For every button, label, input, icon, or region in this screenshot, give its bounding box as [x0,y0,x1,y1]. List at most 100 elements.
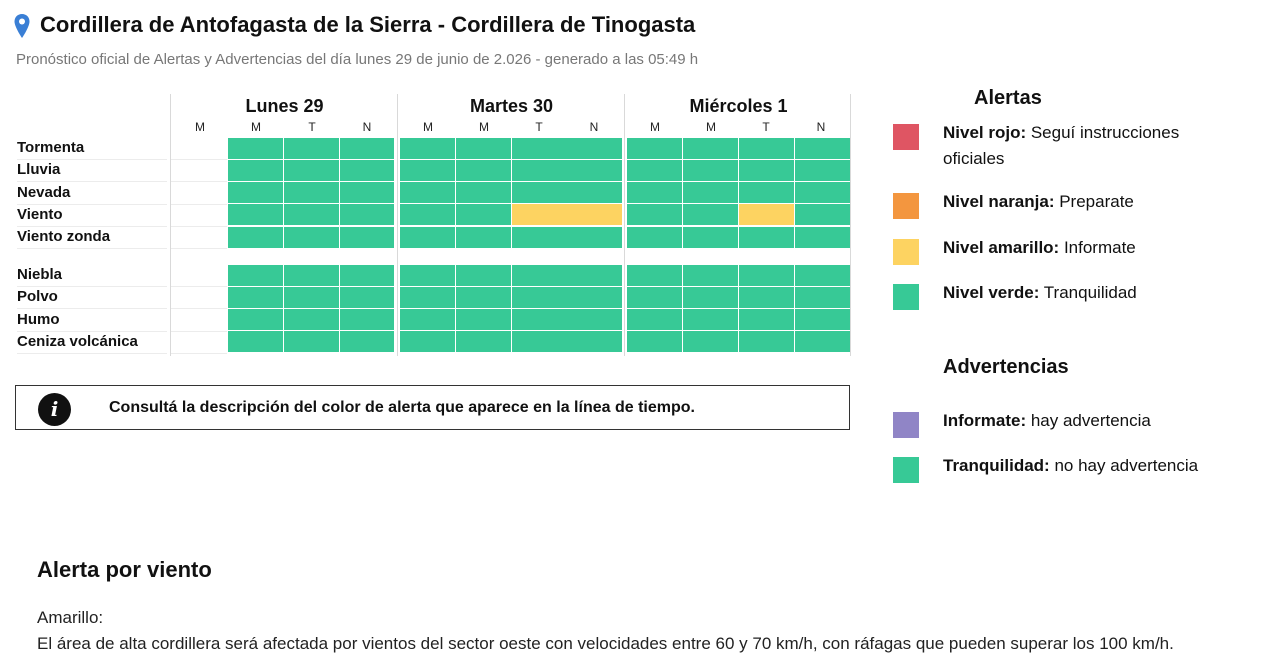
timeline-cell-verde[interactable] [340,204,394,226]
timeline-cell-verde[interactable] [400,182,455,204]
timeline-cell-verde[interactable] [284,331,339,353]
timeline-cell-verde[interactable] [512,286,567,308]
timeline-cell-verde[interactable] [795,264,850,286]
timeline-cell-verde[interactable] [340,137,394,159]
timeline-cell-verde[interactable] [739,286,794,308]
timeline-cell-verde[interactable] [739,264,794,286]
timeline-cell-verde[interactable] [795,204,850,226]
timeline-cell-verde[interactable] [567,331,622,353]
timeline-cell-verde[interactable] [284,226,339,248]
timeline-cell-verde[interactable] [512,309,567,331]
timeline-cell-verde[interactable] [512,182,567,204]
timeline-cell-verde[interactable] [340,264,394,286]
timeline-cell-verde[interactable] [567,309,622,331]
timeline-cell-verde[interactable] [795,309,850,331]
timeline-cell-verde[interactable] [284,137,339,159]
timeline-cell-verde[interactable] [683,204,738,226]
timeline-cell-verde[interactable] [228,226,283,248]
timeline-cell-verde[interactable] [400,204,455,226]
timeline-cell-amarillo[interactable] [739,204,794,226]
timeline-cell-verde[interactable] [456,137,511,159]
timeline-cell-verde[interactable] [739,226,794,248]
timeline-cell-verde[interactable] [627,182,682,204]
timeline-cell-verde[interactable] [228,264,283,286]
timeline-cell-verde[interactable] [739,331,794,353]
timeline-cell-verde[interactable] [284,204,339,226]
timeline-cell-verde[interactable] [567,159,622,181]
timeline-cell-verde[interactable] [512,264,567,286]
timeline-cell-verde[interactable] [340,286,394,308]
timeline-cell-verde[interactable] [683,309,738,331]
timeline-cell-verde[interactable] [512,137,567,159]
timeline-cell-verde[interactable] [228,309,283,331]
timeline-cell-verde[interactable] [739,137,794,159]
timeline-cell-verde[interactable] [627,204,682,226]
timeline-cell-verde[interactable] [567,264,622,286]
timeline-cell-verde[interactable] [512,226,567,248]
timeline-cell-verde[interactable] [340,159,394,181]
timeline-cell-verde[interactable] [400,286,455,308]
timeline-cell-verde[interactable] [456,204,511,226]
timeline-cell-verde[interactable] [567,226,622,248]
timeline-cell-verde[interactable] [284,264,339,286]
timeline-cell-verde[interactable] [512,159,567,181]
timeline-cell-verde[interactable] [683,264,738,286]
timeline-cell-verde[interactable] [400,309,455,331]
timeline-cell-verde[interactable] [627,226,682,248]
timeline-cell-verde[interactable] [284,182,339,204]
timeline-cell-verde[interactable] [683,331,738,353]
timeline-cell-verde[interactable] [795,182,850,204]
timeline-cell-verde[interactable] [340,309,394,331]
timeline-cell-verde[interactable] [683,286,738,308]
timeline-cell-verde[interactable] [228,159,283,181]
timeline-cell-verde[interactable] [739,182,794,204]
timeline-cell-verde[interactable] [627,286,682,308]
timeline-cell-verde[interactable] [795,226,850,248]
timeline-cell-verde[interactable] [228,331,283,353]
timeline-cell-verde[interactable] [456,309,511,331]
timeline-cell-verde[interactable] [400,331,455,353]
timeline-cell-verde[interactable] [683,137,738,159]
timeline-cell-verde[interactable] [228,137,283,159]
timeline-cell-verde[interactable] [512,331,567,353]
timeline-cell-verde[interactable] [400,137,455,159]
timeline-cell-verde[interactable] [228,286,283,308]
timeline-cell-verde[interactable] [739,159,794,181]
timeline-cell-verde[interactable] [795,159,850,181]
timeline-cell-verde[interactable] [627,159,682,181]
timeline-cell-verde[interactable] [400,159,455,181]
timeline-cell-verde[interactable] [284,309,339,331]
timeline-cell-verde[interactable] [340,331,394,353]
timeline-cell-verde[interactable] [340,182,394,204]
timeline-cell-verde[interactable] [456,286,511,308]
timeline-cell-amarillo[interactable] [512,204,567,226]
timeline-cell-verde[interactable] [456,264,511,286]
timeline-cell-verde[interactable] [228,204,283,226]
timeline-cell-verde[interactable] [627,331,682,353]
timeline-cell-verde[interactable] [340,226,394,248]
legend-item-text: Nivel rojo: Seguí instrucciones oficiale… [943,120,1203,172]
timeline-cell-verde[interactable] [739,309,794,331]
timeline-cell-verde[interactable] [400,226,455,248]
timeline-cell-verde[interactable] [284,159,339,181]
timeline-cell-verde[interactable] [567,286,622,308]
timeline-cell-verde[interactable] [683,226,738,248]
timeline-cell-verde[interactable] [683,159,738,181]
timeline-cell-verde[interactable] [627,309,682,331]
timeline-cell-verde[interactable] [683,182,738,204]
timeline-cell-verde[interactable] [456,226,511,248]
timeline-cell-verde[interactable] [567,137,622,159]
timeline-cell-verde[interactable] [456,159,511,181]
timeline-cell-verde[interactable] [795,286,850,308]
timeline-cell-verde[interactable] [400,264,455,286]
timeline-cell-verde[interactable] [627,264,682,286]
timeline-cell-amarillo[interactable] [567,204,622,226]
timeline-cell-verde[interactable] [284,286,339,308]
timeline-cell-verde[interactable] [627,137,682,159]
timeline-cell-verde[interactable] [795,137,850,159]
timeline-cell-verde[interactable] [228,182,283,204]
timeline-cell-verde[interactable] [795,331,850,353]
timeline-cell-verde[interactable] [567,182,622,204]
timeline-cell-verde[interactable] [456,182,511,204]
timeline-cell-verde[interactable] [456,331,511,353]
